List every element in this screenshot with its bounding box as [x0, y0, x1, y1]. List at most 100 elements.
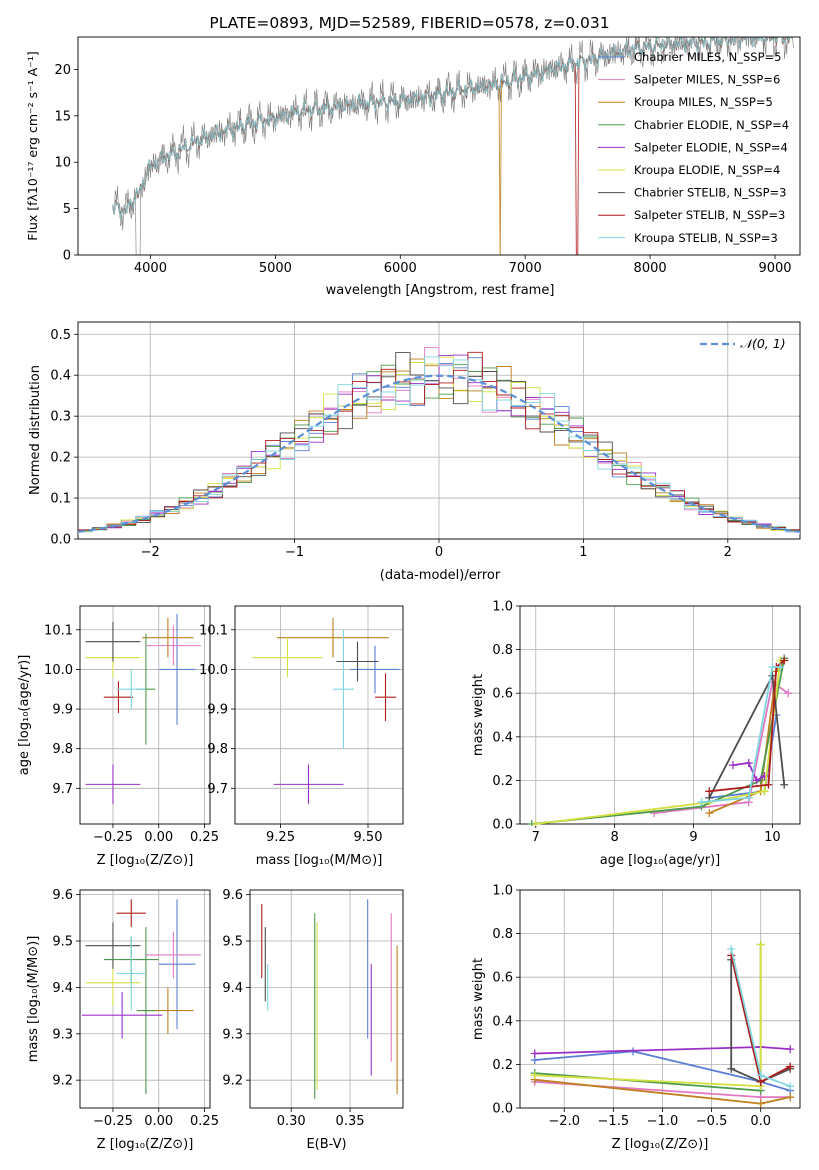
x-tick-label: −1.0	[647, 1114, 679, 1129]
age_vs_mass-points	[252, 617, 400, 805]
x-tick-label: 8	[611, 830, 619, 845]
mass_vs_EBV-xlabel: E(B-V)	[306, 1137, 346, 1152]
weight-marker	[744, 758, 753, 767]
x-tick-label: 4000	[134, 261, 167, 276]
axes-frame	[249, 889, 404, 1109]
y-tick-label: 0.0	[50, 533, 71, 548]
weight-marker	[780, 656, 789, 665]
mass_vs_Z-xlabel: Z [log₁₀(Z/Z⊙)]	[97, 1137, 194, 1152]
y-tick-label: 0.6	[492, 687, 513, 702]
weight-marker	[727, 1064, 736, 1073]
y-tick-label: 9.3	[52, 1027, 73, 1042]
x-tick-label: −1	[285, 545, 304, 560]
weight-marker	[530, 1049, 539, 1058]
mass_vs_EBV-axes: 0.30 0.35 9.2 9.3 9.4 9.5 9.6	[222, 888, 404, 1129]
weight_vs_age-lines	[527, 654, 793, 826]
weight-marker	[784, 689, 793, 698]
weight-marker	[780, 780, 789, 789]
legend-label: Chabrier ELODIE, N_SSP=4	[634, 118, 789, 132]
y-tick-label: 10.0	[199, 663, 228, 678]
x-tick-label: −2.0	[548, 1114, 580, 1129]
x-tick-label: 10	[764, 830, 781, 845]
legend-label: Kroupa STELIB, N_SSP=3	[634, 231, 778, 245]
axes-frame	[79, 889, 211, 1109]
x-tick-label: 9.25	[266, 830, 295, 845]
weight_vs_Z-xlabel: Z [log₁₀(Z/Z⊙)]	[612, 1137, 709, 1152]
x-tick-label: 7000	[509, 261, 542, 276]
legend-label: Chabrier STELIB, N_SSP=3	[634, 186, 786, 200]
mass_vs_EBV-points	[261, 899, 398, 1099]
age_vs_Z-axes: −0.25 0.00 0.25 9.7 9.8 9.9 10.0 10.1	[44, 605, 219, 845]
weight-marker	[697, 798, 706, 807]
weight-line	[534, 944, 762, 1092]
y-tick-label: 9.4	[52, 981, 73, 996]
y-tick-label: 0.5	[50, 328, 71, 343]
weight-marker	[786, 1093, 795, 1102]
y-tick-label: 0.8	[492, 643, 513, 658]
y-tick-label: 10.1	[44, 623, 73, 638]
y-tick-label: 9.4	[222, 981, 243, 996]
x-tick-label: 0.00	[144, 1114, 173, 1129]
residual-legend-label: 𝒩(0, 1)	[740, 336, 786, 351]
legend-label: Chabrier MILES, N_SSP=5	[634, 50, 781, 64]
y-tick-label: 9.3	[222, 1027, 243, 1042]
weight-marker	[744, 793, 753, 802]
mass_vs_Z-points	[81, 899, 201, 1095]
legend-label: Salpeter MILES, N_SSP=6	[634, 73, 780, 87]
y-tick-label: 9.6	[222, 888, 243, 903]
x-tick-label: −0.25	[93, 1114, 133, 1129]
y-tick-label: 0.4	[492, 1014, 513, 1029]
age_vs_Z-ylabel: age [log₁₀(age/yr)]	[17, 655, 32, 776]
weight-marker	[705, 787, 714, 796]
y-tick-label: 9.9	[52, 703, 73, 718]
y-tick-label: 5	[63, 202, 71, 217]
y-tick-label: 0	[63, 249, 71, 264]
x-tick-label: −1.5	[598, 1114, 630, 1129]
y-tick-label: 9.9	[207, 703, 228, 718]
y-tick-label: 1.0	[492, 884, 513, 899]
y-tick-label: 9.6	[52, 888, 73, 903]
weight_vs_age-xlabel: age [log₁₀(age/yr)]	[600, 853, 721, 868]
y-tick-label: 0.8	[492, 927, 513, 942]
weight-marker	[705, 809, 714, 818]
x-tick-label: 0.00	[144, 830, 173, 845]
y-tick-label: 9.2	[222, 1074, 243, 1089]
legend-label: Kroupa ELODIE, N_SSP=4	[634, 163, 780, 177]
residual-ylabel: Normed distribution	[28, 365, 43, 495]
weight-line	[730, 959, 791, 1083]
mass_vs_Z-ylabel: mass [log₁₀(M/M⊙)]	[26, 936, 41, 1063]
y-tick-label: 9.8	[207, 742, 228, 757]
weight-marker	[786, 1045, 795, 1054]
weight-marker	[756, 1071, 765, 1080]
axes-frame	[77, 321, 801, 540]
x-tick-label: −0.5	[696, 1114, 728, 1129]
spectrum-xlabel: wavelength [Angstrom, rest frame]	[326, 283, 555, 298]
weight-marker	[764, 780, 773, 789]
x-tick-label: 0.25	[190, 1114, 219, 1129]
axes-frame	[519, 889, 801, 1109]
x-tick-label: 8000	[634, 261, 667, 276]
x-tick-label: 9	[689, 830, 697, 845]
y-tick-label: 10.0	[44, 663, 73, 678]
y-tick-label: 0.0	[492, 1102, 513, 1117]
x-tick-label: 0	[435, 545, 443, 560]
residual-xlabel: (data-model)/error	[380, 568, 501, 583]
y-tick-label: 9.5	[222, 935, 243, 950]
axes-frame	[77, 36, 801, 256]
weight_vs_age-ylabel: mass weight	[471, 674, 486, 756]
weight-marker	[727, 944, 736, 953]
y-tick-label: 0.2	[492, 774, 513, 789]
y-tick-label: 9.8	[52, 742, 73, 757]
y-tick-label: 9.2	[52, 1074, 73, 1089]
x-tick-label: 1	[579, 545, 587, 560]
legend-label: Salpeter STELIB, N_SSP=3	[634, 208, 785, 222]
y-tick-label: 0.2	[50, 451, 71, 466]
weight-marker	[786, 1062, 795, 1071]
y-tick-label: 0.1	[50, 492, 71, 507]
weight_vs_age-axes: 7 8 9 10 0.0 0.2 0.4 0.6 0.8 1.0	[492, 600, 801, 845]
weight-marker	[786, 1082, 795, 1091]
age_vs_Z-points	[85, 613, 201, 805]
age_vs_Z-xlabel: Z [log₁₀(Z/Z⊙)]	[97, 853, 194, 868]
weight_vs_Z-axes: −2.0 −1.5 −1.0 −0.5 0.0 0.0 0.2 0.4 0.6 0.8 1.0	[492, 884, 801, 1129]
